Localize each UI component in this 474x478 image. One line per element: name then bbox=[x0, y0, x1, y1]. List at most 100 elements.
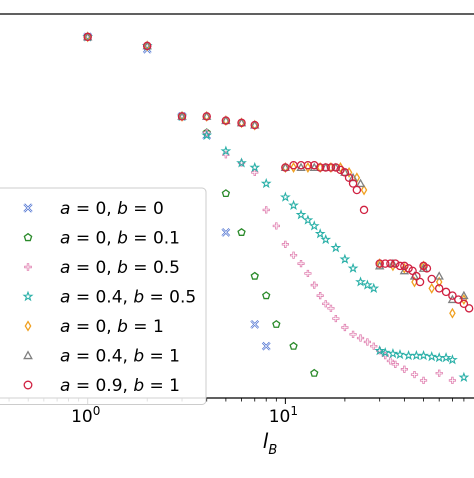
data-point bbox=[412, 271, 421, 281]
data-point bbox=[330, 242, 342, 253]
data-point bbox=[297, 260, 305, 268]
data-point bbox=[295, 209, 307, 220]
data-point bbox=[237, 227, 246, 236]
data-point bbox=[288, 199, 299, 210]
data-point bbox=[344, 173, 354, 182]
legend-entry: a = 0, b = 1 bbox=[60, 317, 164, 337]
legend-entry: a = 0.4, b = 1 bbox=[60, 347, 180, 367]
legend-marker bbox=[22, 290, 34, 302]
data-point bbox=[221, 189, 231, 198]
data-point bbox=[418, 349, 429, 361]
data-point bbox=[435, 276, 443, 288]
data-point bbox=[386, 259, 395, 268]
data-point bbox=[250, 120, 260, 129]
x-tick-label: 101 bbox=[269, 404, 298, 427]
data-point bbox=[262, 206, 270, 214]
data-point bbox=[314, 228, 326, 239]
data-point bbox=[418, 263, 429, 272]
legend-entry: a = 0, b = 0 bbox=[60, 199, 164, 219]
data-point bbox=[448, 291, 457, 300]
data-point bbox=[419, 376, 428, 385]
data-point bbox=[449, 307, 456, 319]
data-point bbox=[236, 157, 247, 168]
x-tick-label: 100 bbox=[71, 404, 100, 427]
legend-marker bbox=[23, 380, 33, 390]
legend-entry: a = 0, b = 0.1 bbox=[60, 229, 180, 249]
data-point bbox=[308, 220, 320, 231]
data-point bbox=[459, 290, 469, 300]
data-point bbox=[281, 163, 290, 172]
data-point bbox=[410, 370, 419, 379]
data-point bbox=[403, 349, 414, 361]
data-point bbox=[352, 185, 362, 195]
data-point bbox=[374, 345, 386, 356]
data-point bbox=[321, 163, 330, 172]
data-point bbox=[304, 269, 312, 278]
data-point bbox=[434, 284, 444, 293]
data-point bbox=[359, 205, 369, 215]
data-point bbox=[315, 163, 325, 172]
data-point bbox=[250, 120, 260, 130]
data-point bbox=[332, 314, 340, 323]
data-point bbox=[316, 292, 324, 300]
data-point bbox=[251, 168, 259, 177]
data-point bbox=[433, 352, 445, 363]
data-point bbox=[177, 111, 187, 120]
data-point bbox=[348, 179, 358, 188]
data-point bbox=[454, 295, 463, 304]
data-point bbox=[289, 341, 298, 350]
data-point bbox=[411, 349, 422, 361]
data-point bbox=[391, 360, 399, 368]
data-point bbox=[221, 115, 231, 125]
data-point bbox=[303, 160, 313, 170]
data-point bbox=[448, 376, 457, 385]
data-point bbox=[201, 129, 213, 140]
data-point bbox=[422, 264, 432, 273]
data-point bbox=[310, 281, 318, 289]
data-point bbox=[391, 259, 400, 268]
legend-entry: a = 0.9, b = 1 bbox=[60, 376, 180, 396]
data-point bbox=[348, 172, 358, 182]
data-point bbox=[347, 262, 359, 273]
data-point bbox=[458, 371, 470, 382]
data-point bbox=[236, 117, 247, 127]
data-point bbox=[362, 279, 373, 290]
data-point bbox=[370, 342, 378, 350]
data-point bbox=[280, 191, 291, 202]
data-point bbox=[375, 259, 384, 268]
data-point bbox=[339, 253, 351, 264]
data-point bbox=[440, 352, 452, 363]
data-point bbox=[202, 111, 212, 120]
data-point bbox=[262, 291, 271, 300]
data-point bbox=[360, 184, 368, 196]
data-point bbox=[249, 161, 261, 173]
data-point bbox=[331, 163, 341, 172]
data-point bbox=[428, 282, 436, 294]
data-point bbox=[302, 214, 314, 225]
data-point bbox=[441, 287, 451, 297]
data-point bbox=[341, 323, 349, 332]
data-point bbox=[272, 222, 280, 230]
data-point bbox=[400, 261, 409, 271]
legend-entry: a = 0.4, b = 0.5 bbox=[60, 288, 196, 308]
data-point bbox=[261, 341, 271, 351]
data-point bbox=[401, 262, 408, 274]
data-point bbox=[459, 299, 469, 309]
data-point bbox=[464, 304, 474, 313]
data-point bbox=[426, 350, 438, 362]
data-point bbox=[380, 259, 390, 268]
series-6 bbox=[83, 32, 474, 313]
data-point bbox=[355, 178, 366, 188]
data-point bbox=[355, 276, 366, 287]
data-marks bbox=[82, 31, 474, 385]
data-point bbox=[387, 347, 399, 359]
legend: a = 0, b = 0 a = 0, b = 0.1 a = 0, b = 0.5… bbox=[0, 187, 207, 405]
data-point bbox=[447, 354, 458, 365]
legend-entry: a = 0, b = 0.5 bbox=[60, 258, 180, 278]
data-point bbox=[415, 277, 425, 287]
data-point bbox=[435, 369, 443, 377]
data-point bbox=[340, 168, 350, 177]
data-point bbox=[142, 40, 152, 50]
data-point bbox=[326, 163, 336, 172]
